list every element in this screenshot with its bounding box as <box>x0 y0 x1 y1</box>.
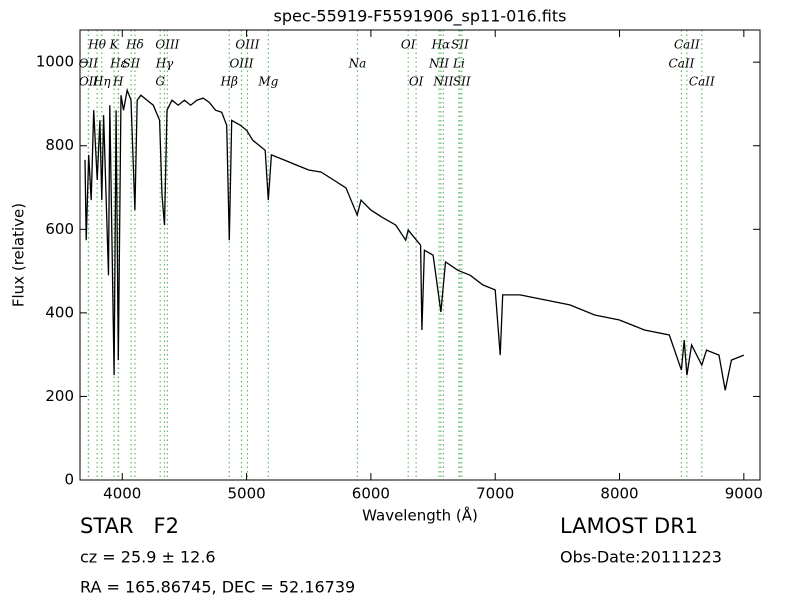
y-tick-label: 0 <box>64 471 74 489</box>
spectral-line-label: Na <box>348 57 367 71</box>
object-class: STAR F2 <box>80 514 179 538</box>
x-tick-label: 6000 <box>352 485 390 503</box>
chart-title: spec-55919-F5591906_sp11-016.fits <box>274 7 567 27</box>
obs-date: Obs-Date:20111223 <box>560 548 722 567</box>
spectral-line-label: OIII <box>235 38 259 52</box>
plot-frame <box>79 29 761 481</box>
spectral-line-label: OII <box>79 75 99 89</box>
spectral-line-label: Hθ <box>87 38 106 52</box>
x-tick-label: 9000 <box>725 485 763 503</box>
coordinates: RA = 165.86745, DEC = 52.16739 <box>80 578 355 597</box>
spectral-line-label: OI <box>401 38 416 52</box>
spectral-line-label: G <box>155 75 165 89</box>
spectrum-line <box>84 87 745 391</box>
spectral-line-label: Hβ <box>220 75 238 89</box>
survey: LAMOST DR1 <box>560 514 698 538</box>
spectral-line-label: SII <box>451 38 469 52</box>
spectral-line-label: SII <box>453 75 471 89</box>
y-tick-label: 800 <box>45 136 74 154</box>
spectral-line-label: H <box>112 75 124 89</box>
y-tick-label: 1000 <box>36 53 74 71</box>
y-tick-label: 600 <box>45 220 74 238</box>
spectral-line-label: OI <box>409 75 424 89</box>
spectral-line-label: Hγ <box>155 57 174 71</box>
spectral-line-label: NII <box>428 57 449 71</box>
spectral-line-label: OIII <box>229 57 253 71</box>
spectral-line-label: CaII <box>674 38 700 52</box>
spectral-line-label: CaII <box>669 57 695 71</box>
y-axis-label: Flux (relative) <box>10 203 28 307</box>
spectral-line-label: Hδ <box>125 38 144 52</box>
x-tick-label: 4000 <box>103 485 141 503</box>
x-axis-label: Wavelength (Å) <box>362 506 478 525</box>
x-tick-label: 8000 <box>600 485 638 503</box>
spectral-line-label: Hε <box>109 57 127 71</box>
spectral-line-label: SII <box>122 57 140 71</box>
redshift: cz = 25.9 ± 12.6 <box>80 548 216 567</box>
y-tick-label: 200 <box>45 387 74 405</box>
spectral-line-label: Mg <box>257 75 278 89</box>
spectral-line-label: Li <box>452 57 465 71</box>
x-tick-label: 5000 <box>227 485 265 503</box>
spectral-line-label: NII <box>432 75 453 89</box>
spectral-line-label: K <box>109 38 120 52</box>
spectral-line-label: CaII <box>689 75 715 89</box>
spectral-line-label: OIII <box>155 38 179 52</box>
spectral-line-label: Hα <box>431 38 451 52</box>
y-tick-label: 400 <box>45 303 74 321</box>
x-tick-label: 7000 <box>476 485 514 503</box>
spectral-line-label: OII <box>79 57 99 71</box>
spectral-line-label: Hη <box>92 75 111 89</box>
